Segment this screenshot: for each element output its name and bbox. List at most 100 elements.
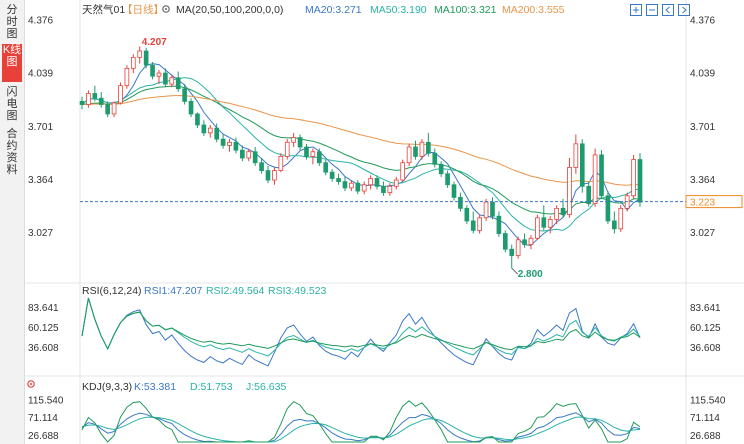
- candle-body: [361, 184, 367, 192]
- candle-body: [246, 151, 252, 159]
- symbol-label: 天然气01: [82, 3, 125, 16]
- candle: [554, 205, 559, 225]
- candle-body: [554, 207, 559, 220]
- candle: [368, 175, 373, 190]
- candle: [445, 170, 450, 188]
- candle: [336, 173, 341, 185]
- rsi3-value: RSI3:49.523: [268, 285, 327, 297]
- candle: [470, 211, 476, 234]
- tab-flash[interactable]: 闪电图: [6, 86, 18, 122]
- candle-body: [502, 233, 508, 250]
- candle: [541, 205, 547, 231]
- candle: [272, 167, 277, 185]
- scroll-left-icon[interactable]: [662, 4, 674, 16]
- candle-body: [150, 64, 155, 77]
- candle-body: [413, 146, 418, 157]
- ma100-value: MA100:3.321: [434, 4, 497, 16]
- candle-body: [304, 146, 309, 157]
- rsi1-line: [81, 297, 641, 367]
- scroll-right-icon[interactable]: [678, 4, 690, 16]
- candle-body: [156, 72, 162, 77]
- candle-body: [284, 141, 290, 157]
- candle: [137, 46, 143, 64]
- period-label[interactable]: 【日线】: [122, 3, 164, 16]
- candle: [86, 90, 91, 108]
- candle: [547, 216, 553, 234]
- candle-body: [233, 141, 239, 151]
- candle-body: [124, 67, 130, 87]
- candle: [156, 69, 162, 85]
- candle-body: [541, 217, 547, 228]
- price-tick-left: 3.701: [28, 122, 53, 133]
- candle-body: [509, 248, 515, 256]
- settings-icon[interactable]: [162, 5, 170, 13]
- candle-body: [592, 154, 598, 205]
- candle: [169, 74, 175, 88]
- kdj-tick-left: 26.688: [28, 431, 59, 442]
- low-price-pointer: [511, 267, 519, 275]
- rsi-y-axis: 83.641 83.641 60.125 60.125 36.608 36.608: [28, 303, 721, 354]
- candle-body: [445, 173, 450, 186]
- candle: [163, 68, 168, 88]
- candle-body: [111, 102, 117, 115]
- moving-average-lines: [81, 63, 641, 247]
- candle-body: [599, 154, 604, 197]
- candle: [605, 191, 611, 225]
- candle: [406, 143, 412, 166]
- rsi-tick-right: 83.641: [690, 303, 721, 314]
- sidebar: 分时图 K线图 闪电图 合约资料: [0, 0, 25, 444]
- kdj-k-value: K:53.381: [134, 381, 176, 393]
- candle: [182, 84, 187, 105]
- candle-body: [477, 217, 482, 231]
- candle: [98, 91, 104, 108]
- tab-timeshare[interactable]: 分时图: [6, 4, 18, 40]
- candle: [278, 153, 284, 173]
- price-tick-left: 3.364: [28, 175, 53, 186]
- rsi-tick-left: 36.608: [28, 343, 59, 354]
- rsi-lines: [81, 297, 641, 367]
- candle-body: [137, 50, 143, 58]
- candle-body: [438, 163, 444, 175]
- kdj-d-line: [81, 416, 641, 443]
- candle: [438, 161, 444, 177]
- candle: [573, 134, 579, 174]
- candle: [349, 180, 354, 192]
- rsi3-line: [81, 297, 641, 351]
- tab-kline[interactable]: K线图: [2, 44, 22, 82]
- price-tick-right: 4.039: [690, 69, 715, 80]
- candle: [586, 181, 592, 207]
- kdj-d-value: D:51.753: [190, 381, 233, 393]
- kdj-settings-icon[interactable]: [27, 380, 35, 388]
- rsi1-value: RSI1:47.207: [144, 285, 203, 297]
- candle-body: [451, 184, 457, 198]
- kdj-label: KDJ(9,3,3): [82, 381, 132, 393]
- current-price-tag: 3.223: [685, 195, 743, 209]
- candle-body: [458, 196, 463, 209]
- tab-contract-info[interactable]: 合约资料: [6, 128, 18, 176]
- zoom-in-icon[interactable]: [630, 4, 642, 16]
- candle: [284, 139, 290, 160]
- candle: [220, 134, 226, 149]
- candle: [291, 132, 296, 147]
- price-tick-right: 3.364: [690, 175, 715, 186]
- candle-body: [188, 100, 194, 115]
- candle: [143, 47, 149, 69]
- kdj-y-axis: 115.540 115.540 71.114 71.114 26.688 26.688: [28, 395, 726, 442]
- candle: [567, 158, 572, 218]
- candle: [387, 183, 393, 196]
- candle-body: [631, 159, 636, 197]
- candle-body: [483, 201, 489, 219]
- candle-body: [92, 93, 98, 99]
- candle-body: [528, 237, 534, 245]
- candle: [599, 150, 604, 199]
- candle: [246, 148, 252, 162]
- candle: [355, 180, 361, 195]
- candle-body: [169, 77, 175, 85]
- candle: [426, 132, 431, 157]
- candle-body: [220, 138, 226, 146]
- candle-body: [393, 179, 399, 187]
- candle: [515, 236, 521, 259]
- zoom-out-icon[interactable]: [646, 4, 658, 16]
- candle: [240, 145, 245, 162]
- candle-body: [368, 178, 373, 186]
